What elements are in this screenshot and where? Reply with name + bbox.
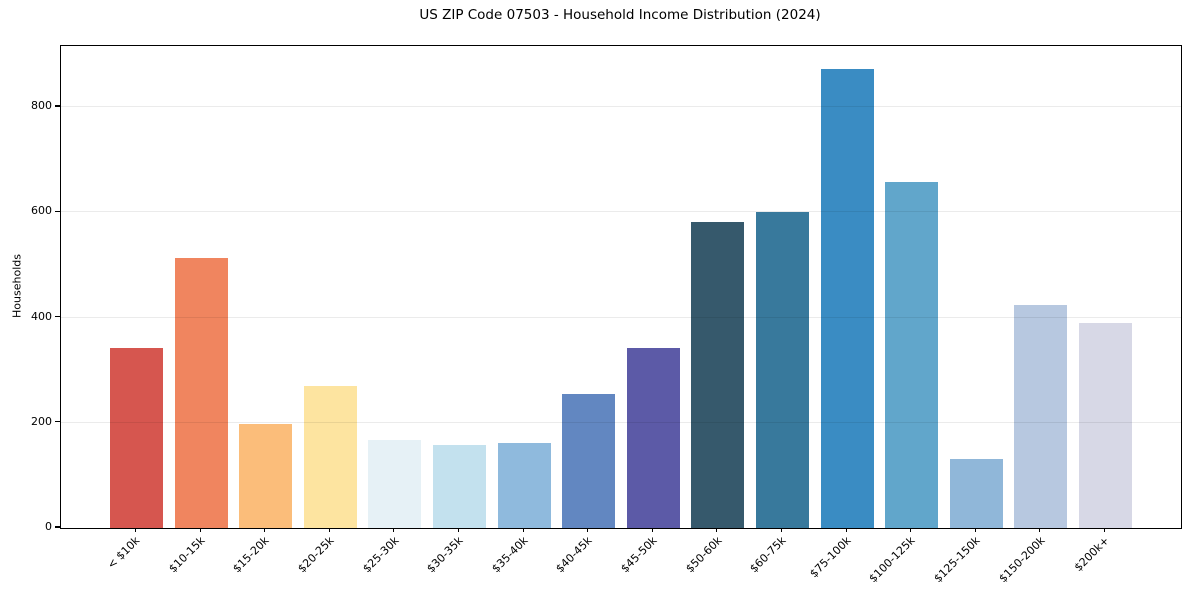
x-tick [910,527,912,532]
bar-$75-100k [820,69,874,528]
y-tick [55,210,60,212]
x-tick [651,527,653,532]
chart-title: US ZIP Code 07503 - Household Income Dis… [419,7,821,23]
bar-$25-30k [368,440,422,528]
gridline-y-400 [61,316,1181,318]
bar-$50-60k [691,221,745,528]
x-tick [1103,527,1106,532]
x-tick [522,527,524,532]
x-tick [845,527,847,532]
x-tick-label: $60-75k [747,534,789,576]
bar-$10-15k [174,258,228,528]
bar-$200k+ [1079,323,1132,528]
x-tick-label: $35-40k [489,534,531,576]
x-tick [199,527,201,532]
x-tick-label: $50-60k [682,534,725,576]
y-tick-label: 0 [45,520,52,533]
y-tick-label: 600 [31,204,52,218]
bar-$45-50k [626,347,680,528]
y-tick-label: 400 [31,309,52,323]
x-tick-label: $75-100k [807,534,854,581]
x-tick [1039,527,1041,532]
x-tick [780,527,783,532]
bar-$40-45k [562,393,616,528]
x-tick-label: $20-25k [295,534,337,576]
bar-$60-75k [756,212,809,528]
y-tick [55,421,60,423]
x-tick [587,527,589,532]
x-tick [264,527,266,532]
x-tick [716,527,718,532]
bar-$20-25k [303,385,357,528]
x-tick-label: $25-30k [359,534,402,576]
x-tick [134,527,137,532]
y-tick-label: 800 [31,99,52,112]
gridline-y-600 [61,211,1181,213]
x-tick-label: $45-50k [618,534,660,576]
x-tick-label: $125-150k [931,534,983,586]
bar-$35-40k [497,443,551,528]
x-tick-label: $30-35k [424,534,466,576]
x-tick [457,527,460,532]
x-tick-label: $200k+ [1071,534,1112,575]
y-tick [55,526,60,528]
bar-$30-35k [433,445,486,528]
x-tick-label: $15-20k [230,534,272,576]
x-tick [393,527,395,532]
y-axis-label: Households [10,254,24,318]
x-tick-label: $10-15k [166,534,208,576]
gridline-y-200 [61,421,1181,423]
y-tick [55,315,60,318]
x-tick-label: $40-45k [553,534,595,576]
bar-< $10k [110,347,163,528]
x-tick [974,527,976,532]
plot-area [60,45,1182,529]
x-tick-label: $100-125k [866,534,918,586]
bar-$125-150k [949,459,1003,528]
bar-$150-200k [1014,305,1068,528]
x-tick [328,527,330,532]
x-tick-label: $150-200k [995,534,1048,586]
gridline-y-800 [61,106,1181,107]
bar-$15-20k [239,423,293,528]
y-tick [55,105,60,107]
x-tick-label: < $10k [105,534,143,572]
bar-$100-125k [885,181,939,528]
y-tick-label: 200 [31,414,52,428]
